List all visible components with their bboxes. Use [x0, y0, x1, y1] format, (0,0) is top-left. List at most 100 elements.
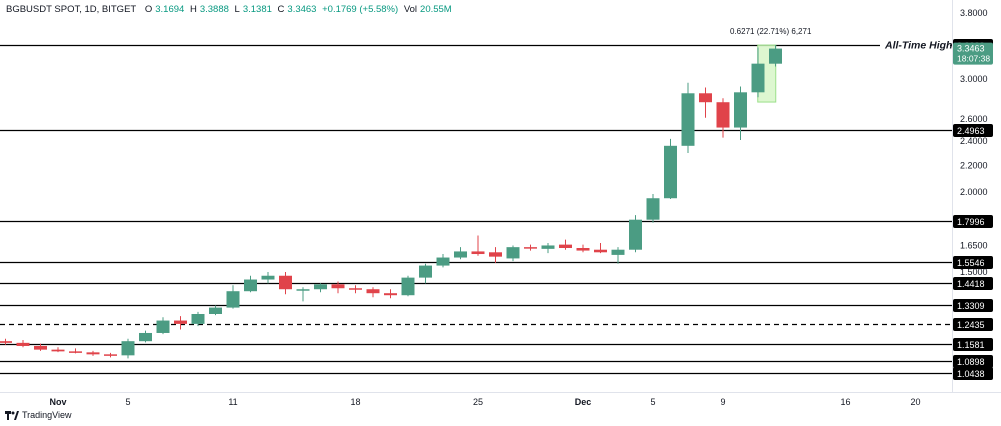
low-label: L	[234, 4, 240, 15]
change-value: +0.1769 (+5.58%)	[322, 4, 399, 15]
candle-body-up	[261, 275, 275, 280]
price-badge	[953, 215, 993, 228]
low-value: 3.1381	[242, 4, 272, 15]
y-tick-label: 2.4000	[960, 136, 988, 146]
candle-body-down	[559, 244, 572, 249]
price-badge	[953, 256, 993, 269]
x-tick-label: 9	[720, 397, 725, 407]
candle-body-up	[734, 92, 747, 128]
y-tick-label: 2.0000	[960, 187, 988, 197]
candle-body-up	[401, 277, 415, 296]
price-badge	[953, 299, 993, 312]
tradingview-logo-icon	[5, 410, 19, 420]
candle-body-down	[594, 249, 607, 253]
open-value: 3.1694	[155, 4, 185, 15]
candle-body-down	[86, 352, 100, 355]
price-badge	[953, 318, 993, 331]
x-tick-label: Dec	[575, 397, 592, 407]
candle-body-up	[646, 198, 660, 220]
candle-body-down	[349, 288, 362, 290]
close-label: C	[277, 4, 285, 15]
y-tick-label: 2.6000	[960, 114, 988, 124]
price-badge	[953, 124, 993, 137]
candle-body-up	[751, 63, 765, 93]
high-label: H	[189, 4, 197, 15]
price-badge-label: 1.4418	[957, 279, 985, 289]
y-tick-label: 1.6500	[960, 240, 988, 250]
volume-label: Vol	[403, 4, 418, 15]
candle-body-up	[541, 245, 555, 249]
candle-body-up	[139, 332, 152, 342]
last-price-value: 3.3463	[957, 44, 985, 54]
candle-body-down	[699, 93, 712, 103]
candle-body-down	[69, 351, 82, 353]
bar-countdown: 18:07:38	[957, 54, 990, 64]
candle-body-down	[716, 102, 730, 128]
candle-body-up	[121, 341, 135, 356]
price-badge	[953, 355, 993, 368]
candle-body-up	[244, 279, 257, 292]
y-tick-label: 3.0000	[960, 74, 988, 84]
candle-body-down	[384, 293, 397, 296]
tradingview-logo-text: TradingView	[22, 410, 72, 420]
price-badge-label: 1.0438	[957, 369, 985, 379]
price-badge	[953, 367, 993, 380]
candle-body-down	[174, 320, 187, 324]
candle-body-down	[331, 284, 345, 289]
y-tick-label: 1.5000	[960, 267, 988, 277]
x-tick-label: 18	[350, 397, 360, 407]
candle-body-down	[366, 289, 380, 294]
last-price-badge	[953, 42, 993, 65]
candle-body-down	[104, 354, 117, 356]
x-tick-label: 11	[228, 397, 237, 407]
candle-body-down	[524, 247, 537, 249]
price-badge-label: 1.2435	[957, 320, 985, 330]
candle-body-up	[681, 93, 695, 146]
x-tick-label: 5	[650, 397, 655, 407]
candle-body-up	[436, 257, 450, 266]
candle-body-down	[489, 252, 502, 257]
price-badge-label: 1.3309	[957, 301, 985, 311]
candle-body-down	[576, 248, 590, 251]
candle-body-down	[34, 345, 47, 350]
volume-value: 20.55M	[420, 4, 452, 15]
candle-body-up	[296, 289, 310, 291]
price-badge	[953, 277, 993, 290]
ath-annotation: All-Time High	[884, 40, 952, 52]
candle-body-up	[454, 251, 467, 258]
symbol-header: BGBUSDT SPOT, 1D, BITGET O 3.1694 H 3.3888…	[6, 4, 455, 15]
x-tick-label: 25	[473, 397, 483, 407]
open-label: O	[144, 4, 153, 15]
tradingview-logo[interactable]: TradingView	[5, 410, 72, 420]
candle-body-up	[209, 307, 222, 314]
price-badge	[953, 338, 993, 351]
y-tick-label: 3.8000	[960, 8, 988, 18]
candle-body-down	[471, 251, 485, 255]
price-badge-label: 1.7996	[957, 217, 985, 227]
candle-body-down	[16, 342, 30, 346]
candle-body-up	[314, 284, 327, 290]
candle-body-down	[279, 275, 292, 290]
x-tick-label: 20	[910, 397, 920, 407]
candle-body-up	[769, 48, 782, 64]
price-badge-label: 1.0898	[957, 357, 985, 367]
candle-body-up	[156, 320, 170, 333]
price-badge-label: 1.1581	[957, 340, 985, 350]
candle-body-up	[664, 145, 677, 199]
x-tick-label: 5	[125, 397, 130, 407]
high-value: 3.3888	[199, 4, 229, 15]
symbol-title: BGBUSDT SPOT, 1D, BITGET	[6, 4, 137, 15]
price-badge-label: 1.5546	[957, 258, 985, 268]
measure-label: 0.6271 (22.71%) 6,271	[730, 27, 812, 36]
candle-body-up	[226, 291, 240, 308]
y-tick-label: 2.2000	[960, 160, 988, 170]
candle-body-up	[419, 265, 432, 278]
x-tick-label: Nov	[49, 397, 66, 407]
x-tick-label: 16	[840, 397, 850, 407]
candle-body-up	[191, 313, 205, 324]
price-badge-label: 2.4963	[957, 126, 985, 136]
candle-body-down	[51, 349, 65, 352]
close-value: 3.3463	[287, 4, 317, 15]
candle-body-up	[506, 247, 520, 259]
